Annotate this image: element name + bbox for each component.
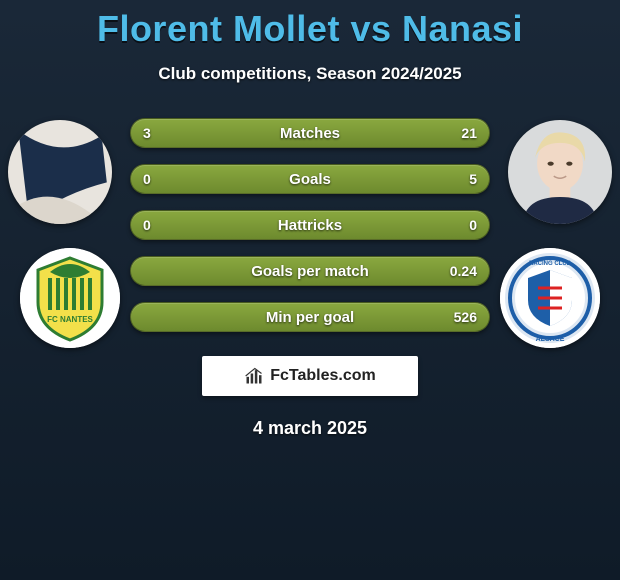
club-right-badge: RACING CLUB ALSACE — [500, 248, 600, 348]
avatar-placeholder-icon — [508, 120, 612, 224]
watermark-badge: FcTables.com — [202, 356, 418, 396]
stat-right-value: 526 — [454, 303, 477, 331]
svg-text:ALSACE: ALSACE — [536, 336, 565, 343]
stat-label: Goals per match — [131, 257, 489, 285]
page-title: Florent Mollet vs Nanasi — [0, 0, 620, 50]
stat-right-value: 0 — [469, 211, 477, 239]
avatar-placeholder-icon — [8, 120, 112, 224]
player-right-avatar — [508, 120, 612, 224]
subtitle: Club competitions, Season 2024/2025 — [0, 64, 620, 84]
club-left-badge: FC NANTES — [20, 248, 120, 348]
date-label: 4 march 2025 — [0, 418, 620, 439]
stat-row: 3 Matches 21 — [130, 118, 490, 148]
stat-row: 0 Goals 5 — [130, 164, 490, 194]
stat-row: 0 Hattricks 0 — [130, 210, 490, 240]
club-badge-icon: RACING CLUB ALSACE — [500, 248, 600, 348]
stats-area: FC NANTES RACING CLUB ALSACE 3 Matches 2… — [0, 112, 620, 342]
stat-right-value: 5 — [469, 165, 477, 193]
player-left-avatar — [8, 120, 112, 224]
stat-right-value: 21 — [461, 119, 477, 147]
club-badge-icon: FC NANTES — [20, 248, 120, 348]
stat-label: Goals — [131, 165, 489, 193]
stat-row: Min per goal 526 — [130, 302, 490, 332]
stat-right-value: 0.24 — [450, 257, 477, 285]
svg-text:RACING CLUB: RACING CLUB — [529, 261, 572, 267]
svg-text:FC NANTES: FC NANTES — [47, 315, 93, 324]
stat-bars: 3 Matches 21 0 Goals 5 0 Hattricks 0 Goa… — [130, 118, 490, 348]
chart-icon — [244, 366, 264, 386]
watermark-text: FcTables.com — [270, 367, 376, 385]
stat-label: Min per goal — [131, 303, 489, 331]
stat-label: Matches — [131, 119, 489, 147]
stat-row: Goals per match 0.24 — [130, 256, 490, 286]
stat-label: Hattricks — [131, 211, 489, 239]
